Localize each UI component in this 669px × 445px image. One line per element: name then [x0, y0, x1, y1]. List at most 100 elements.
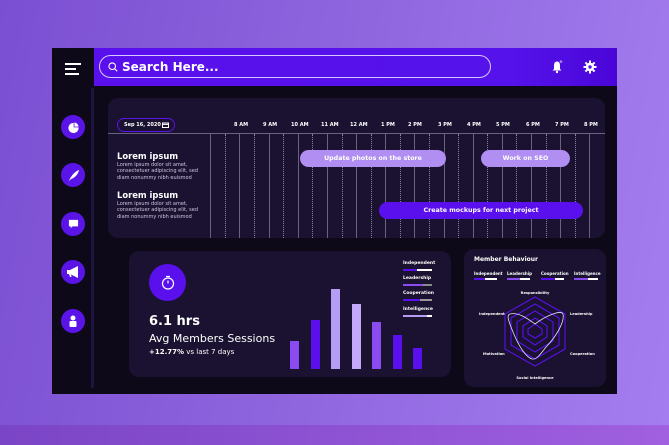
user-icon — [69, 315, 77, 327]
hour-label: 5 PM — [496, 122, 510, 128]
bell-icon[interactable] — [551, 60, 563, 74]
change-percent: +12.77% — [149, 348, 185, 356]
search-input[interactable]: Search Here... — [99, 55, 491, 78]
hamburger-menu-icon[interactable] — [65, 63, 81, 75]
grid-line — [312, 134, 313, 238]
tab-underline — [541, 278, 555, 280]
bar — [290, 341, 299, 369]
grid-line — [254, 134, 255, 238]
legend-line — [420, 299, 432, 301]
behaviour-tab[interactable]: Cooperation — [541, 271, 569, 276]
grid-line — [225, 134, 226, 238]
megaphone-icon — [67, 266, 78, 278]
grid-line — [356, 134, 357, 238]
grid-line — [487, 134, 488, 238]
sidebar-item-campaigns[interactable] — [61, 260, 85, 284]
grid-line — [531, 134, 532, 238]
search-placeholder: Search Here... — [122, 59, 219, 74]
tab-underline — [507, 278, 520, 280]
behaviour-title: Member Behaviour — [474, 256, 538, 263]
sessions-bar-chart — [290, 288, 428, 369]
sidebar-item-profile[interactable] — [61, 309, 85, 333]
legend-line — [423, 284, 432, 286]
sidebar-item-analytics[interactable] — [61, 115, 85, 139]
stopwatch-badge — [149, 264, 186, 301]
axis-label: Motivation — [483, 352, 505, 356]
grid-line — [575, 134, 576, 238]
timeline-divider — [108, 133, 605, 134]
sessions-panel: 6.1 hrs Avg Members Sessions +12.77% vs … — [129, 251, 451, 377]
axis-label: Cooperation — [570, 352, 595, 356]
behaviour-tab[interactable]: Leadership — [507, 271, 532, 276]
legend-line — [403, 315, 427, 317]
sidebar-item-messages[interactable] — [61, 212, 85, 236]
sessions-value: 6.1 hrs — [149, 314, 200, 329]
grid-line — [400, 134, 401, 238]
grid-line — [210, 134, 211, 238]
grid-line — [473, 134, 474, 238]
grid-line — [516, 134, 517, 238]
hour-label: 6 PM — [526, 122, 540, 128]
legend-intelligence: Intelligence — [403, 307, 433, 312]
legend-line — [427, 315, 432, 317]
row-title: Lorem ipsum — [117, 190, 179, 200]
axis-label: Independent — [479, 312, 505, 316]
stopwatch-icon — [161, 275, 174, 290]
axis-label: Responsibility — [521, 291, 550, 295]
hour-label: 8 AM — [234, 122, 249, 128]
grid-line — [444, 134, 445, 238]
legend-leadership: Leadership — [403, 276, 432, 281]
gear-icon[interactable] — [583, 60, 597, 74]
legend-line — [403, 284, 423, 286]
legend-independent: Independent — [403, 261, 436, 266]
grid-line — [327, 134, 328, 238]
tab-underline — [574, 278, 588, 280]
bar — [311, 320, 320, 369]
tab-underline — [485, 278, 497, 280]
hour-label: 7 PM — [555, 122, 569, 128]
sessions-label: Avg Members Sessions — [149, 332, 276, 345]
grid-line — [283, 134, 284, 238]
sessions-change: +12.77% vs last 7 days — [149, 348, 234, 356]
bar — [372, 322, 381, 369]
grid-line — [560, 134, 561, 238]
task-create-mockups[interactable]: Create mockups for next project — [379, 202, 583, 219]
legend-line — [403, 269, 417, 271]
hour-label: 12 AM — [350, 122, 368, 128]
behaviour-tab[interactable]: Intelligence — [574, 271, 601, 276]
sidebar — [52, 48, 94, 394]
sidebar-rail — [91, 88, 94, 388]
grid-line — [589, 134, 590, 238]
grid-line — [298, 134, 299, 238]
grid-line — [342, 134, 343, 238]
legend-cooperation: Cooperation — [403, 291, 435, 296]
tab-underline — [555, 278, 564, 280]
row-description: Lorem ipsum dolor sit amet, consectetuer… — [117, 201, 199, 220]
hour-label: 3 PM — [438, 122, 452, 128]
grid-line — [414, 134, 415, 238]
task-update-photos[interactable]: Update photos on the store — [300, 150, 446, 167]
hour-label: 10 AM — [291, 122, 309, 128]
legend-line — [403, 299, 420, 301]
tab-underline — [520, 278, 530, 280]
legend-line — [417, 269, 432, 271]
search-icon — [108, 61, 118, 72]
hour-label: 1 PM — [381, 122, 395, 128]
grid-line — [546, 134, 547, 238]
date-picker[interactable]: Sep 16, 2020 — [117, 118, 175, 132]
grid-line — [502, 134, 503, 238]
bar — [413, 348, 422, 369]
pie-chart-icon — [67, 121, 79, 133]
hour-label: 9 AM — [263, 122, 278, 128]
sidebar-item-write[interactable] — [61, 163, 85, 187]
hour-label: 8 PM — [584, 122, 598, 128]
top-bar: Search Here... — [94, 48, 617, 86]
task-work-on-seo[interactable]: Work on SEO — [481, 150, 570, 167]
grid-line — [458, 134, 459, 238]
feather-icon — [68, 169, 79, 181]
chat-bubble-icon — [68, 219, 78, 228]
change-suffix: vs last 7 days — [184, 348, 235, 356]
date-value: Sep 16, 2020 — [124, 122, 161, 128]
bar — [393, 335, 402, 369]
behaviour-tab[interactable]: Independent — [474, 271, 503, 276]
